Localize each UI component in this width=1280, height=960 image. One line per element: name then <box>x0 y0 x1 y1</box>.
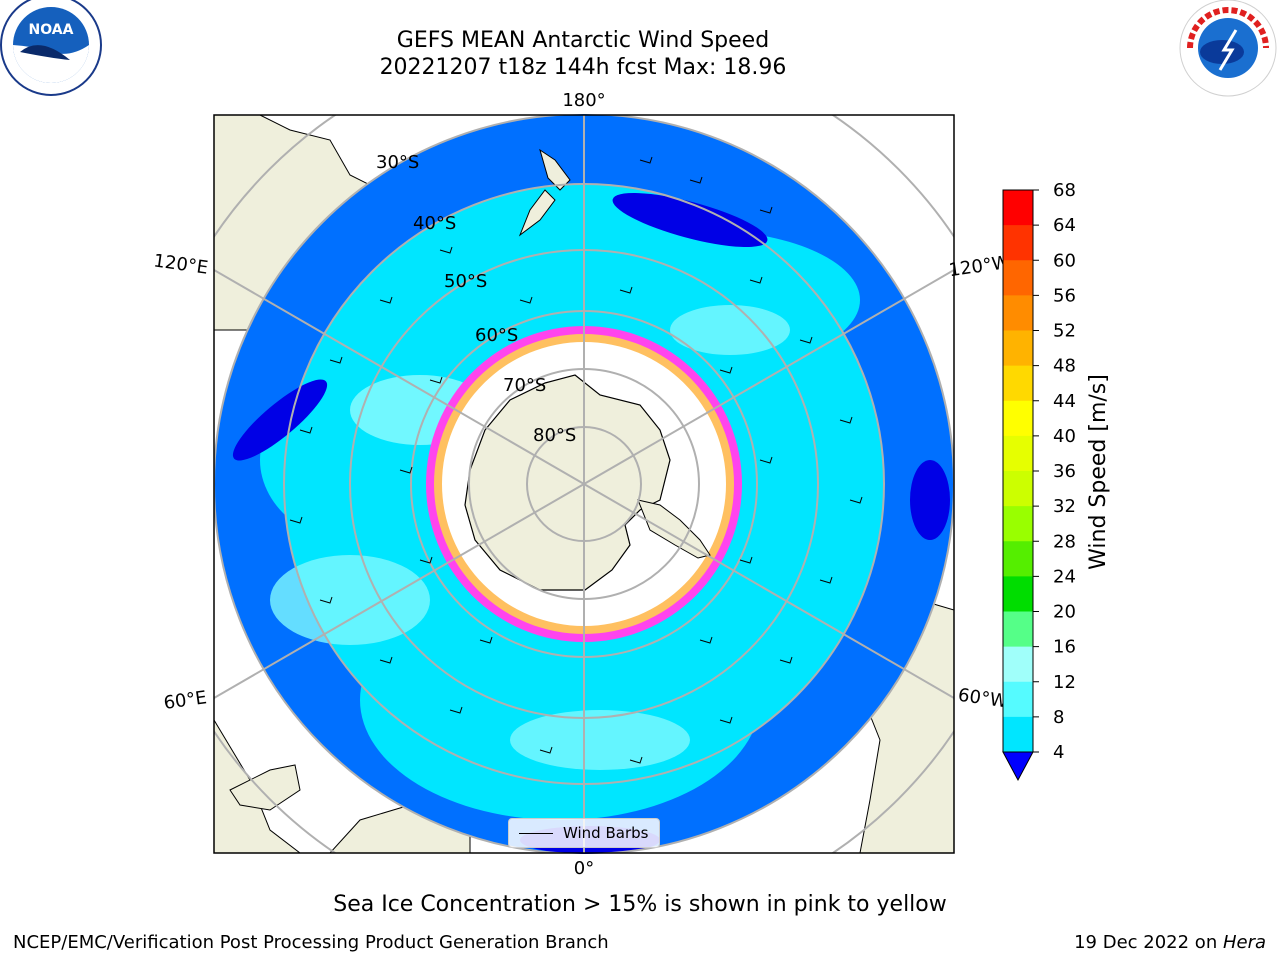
colorbar-band <box>1003 260 1033 296</box>
lat-label-80s: 80°S <box>533 425 576 446</box>
colorbar-tick-label: 56 <box>1053 285 1076 306</box>
colorbar-band <box>1003 295 1033 331</box>
colorbar-tick-label: 52 <box>1053 321 1076 342</box>
svg-text:NOAA: NOAA <box>29 22 74 38</box>
colorbar-label: Wind Speed [m/s] <box>1086 374 1111 570</box>
footer-host: Hera <box>1222 932 1266 953</box>
nws-logo <box>1179 0 1277 97</box>
colorbar-tick-label: 44 <box>1053 391 1076 412</box>
colorbar-band <box>1003 330 1033 367</box>
colorbar-tick-label: 12 <box>1053 672 1076 693</box>
footer-date-text: 19 Dec 2022 on <box>1074 932 1223 953</box>
lon-label-60e: 60°E <box>162 687 208 714</box>
colorbar-band <box>1003 435 1033 472</box>
sea-ice-caption: Sea Ice Concentration > 15% is shown in … <box>333 892 947 917</box>
colorbar-band <box>1003 225 1033 261</box>
colorbar-tick-label: 48 <box>1053 356 1076 377</box>
colorbar-band <box>1003 681 1033 718</box>
legend-line-icon <box>519 832 553 834</box>
colorbar-band <box>1003 646 1033 683</box>
colorbar-band <box>1003 190 1033 226</box>
colorbar-tick-label: 20 <box>1053 602 1076 623</box>
wind-barbs-legend: Wind Barbs <box>508 818 660 848</box>
lon-label-60w: 60°W <box>957 685 1009 713</box>
colorbar-band <box>1003 365 1033 402</box>
lon-label-0: 0° <box>574 858 594 879</box>
colorbar-band <box>1003 471 1033 507</box>
lat-label-30s: 30°S <box>376 152 419 173</box>
legend-label: Wind Barbs <box>563 824 649 842</box>
colorbar-band <box>1003 716 1033 753</box>
colorbar-tick-label: 36 <box>1053 461 1076 482</box>
colorbar-tick-label: 24 <box>1053 566 1076 587</box>
lat-label-70s: 70°S <box>503 375 546 396</box>
colorbar-tick-label: 64 <box>1053 215 1076 236</box>
colorbar-extend-triangle <box>1002 751 1034 782</box>
footer-date: 19 Dec 2022 on Hera <box>1074 932 1266 953</box>
noaa-logo: NOAA <box>0 0 102 96</box>
chart-title: GEFS MEAN Antarctic Wind Speed <box>396 28 770 53</box>
colorbar-band <box>1003 400 1033 437</box>
colorbar-band <box>1003 611 1033 648</box>
colorbar-tick-label: 16 <box>1053 637 1076 658</box>
colorbar-tick-label: 68 <box>1053 180 1076 201</box>
lon-label-180: 180° <box>562 90 605 111</box>
colorbar-tick-label: 40 <box>1053 426 1076 447</box>
colorbar-tick-label: 32 <box>1053 496 1076 517</box>
lat-label-60s: 60°S <box>475 325 518 346</box>
footer-credit: NCEP/EMC/Verification Post Processing Pr… <box>13 932 609 953</box>
colorbar-tick-label: 28 <box>1053 531 1076 552</box>
lat-label-50s: 50°S <box>444 271 487 292</box>
colorbar-tick-label: 60 <box>1053 250 1076 271</box>
colorbar-band <box>1003 541 1033 577</box>
colorbar-band <box>1003 506 1033 542</box>
lon-label-120w: 120°W <box>947 252 1011 281</box>
colorbar-tick-label: 4 <box>1053 742 1064 763</box>
colorbar-band <box>1003 576 1033 612</box>
lat-label-40s: 40°S <box>413 213 456 234</box>
colorbar: 68 64 60 56 52 48 44 40 36 32 28 24 20 16 12 8 4 <box>1002 180 1076 782</box>
chart-subtitle: 20221207 t18z 144h fcst Max: 18.96 <box>379 55 787 80</box>
colorbar-tick-label: 8 <box>1053 707 1064 728</box>
lon-label-120e: 120°E <box>152 250 209 278</box>
